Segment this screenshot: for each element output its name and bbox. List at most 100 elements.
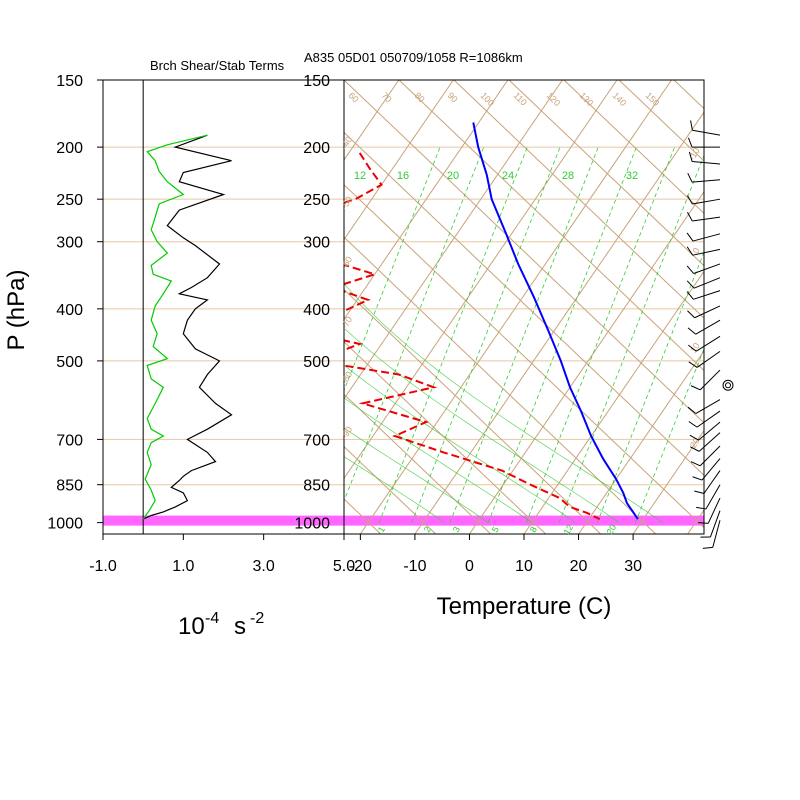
mixing-ratio-label: 24	[502, 170, 514, 182]
dry-adiabat-line	[563, 80, 704, 215]
wind-barb-feather	[698, 522, 709, 524]
pressure-tick-label: 850	[56, 478, 83, 495]
pressure-tick-label: 200	[56, 140, 83, 157]
moist-adiabat-line	[344, 327, 620, 523]
shear-x-unit-label: 10 -4 s -2	[178, 610, 264, 640]
wind-barb	[687, 172, 721, 183]
wind-barb-feather	[688, 151, 693, 162]
dry-adiabat-line	[344, 184, 704, 529]
wind-barb-staff	[696, 350, 721, 368]
wind-barb-feather	[687, 172, 693, 183]
wind-barb-staff	[712, 520, 721, 548]
dry-adiabat-line	[344, 131, 704, 476]
shear-term-line	[142, 134, 208, 520]
pressure-tick-label: 500	[56, 354, 83, 371]
wind-barb	[690, 120, 721, 136]
wind-barb-staff	[698, 421, 721, 441]
shear-x-ticks: -1.0 1.0 3.0 5.0	[89, 534, 355, 575]
pressure-tick-label: 500	[303, 354, 330, 371]
mixing-ratio-label: 20	[447, 170, 459, 182]
x-tick-label: 5.0	[333, 558, 355, 575]
wind-barb	[687, 212, 721, 222]
moist-adiabat-line	[344, 364, 576, 523]
mixing-ratio-label: 32	[626, 170, 638, 182]
x-tick-label: 1.0	[172, 558, 194, 575]
isotherm-line	[359, 80, 672, 534]
mixing-ratio-label: 12	[354, 170, 366, 182]
wind-barb	[690, 445, 721, 467]
shear-stability-panel: 150 200 250 300 400 500 700 850 1000 -1.0 1.0 3.0 5.…	[47, 73, 355, 575]
dry-adiabat-line	[618, 80, 704, 162]
wind-barb	[694, 470, 721, 494]
wind-barb	[686, 263, 721, 275]
wind-barb-feather	[687, 212, 693, 222]
moist-adiabat-line	[344, 283, 663, 523]
isotherm-label: -10	[687, 146, 702, 162]
mixing-ratio-label: 28	[562, 170, 574, 182]
mixing-ratio-label: 20	[605, 523, 619, 537]
mixing-ratio-label: 3	[451, 525, 462, 534]
wind-barb	[692, 458, 721, 481]
station-header: A835 05D01 050709/1058 R=1086km	[304, 50, 523, 65]
wind-barb	[698, 497, 721, 524]
wind-barb-feather	[702, 546, 713, 549]
wind-barb	[700, 510, 721, 538]
x-tick-label: 20	[570, 558, 588, 575]
wind-barb	[690, 432, 721, 452]
wind-barb-feather	[690, 446, 700, 452]
isotherm-line	[578, 350, 704, 534]
moist-adiabat-line	[344, 397, 532, 523]
wind-barb-feather	[696, 506, 707, 510]
wind-barb-feather	[686, 232, 694, 242]
dry-adiabat-line	[344, 445, 437, 534]
isotherm-lines	[344, 80, 704, 534]
mixing-ratio-label: 2	[422, 525, 433, 534]
right-pressure-ticks: 150 200 250 300 400 500 700 850 1000	[294, 73, 330, 533]
pressure-tick-label: 200	[303, 140, 330, 157]
dewpoint-profile	[344, 152, 601, 520]
wind-barb-staff	[692, 161, 721, 165]
isotherm-label: 0	[691, 246, 702, 255]
isotherm-label: -60	[339, 255, 354, 271]
wind-barb	[690, 369, 721, 391]
left-pressure-ticks: 150 200 250 300 400 500 700 850 1000	[47, 73, 103, 533]
wind-barb-feather	[690, 120, 693, 131]
wind-barb	[687, 305, 721, 319]
dry-adiabat-label: 110	[512, 90, 529, 107]
wind-barb	[688, 151, 721, 165]
wind-barb-feather	[688, 421, 698, 428]
dry-adiabat-line	[508, 80, 704, 267]
isotherm-label: 10	[688, 341, 702, 355]
pressure-tick-label: 850	[303, 478, 330, 495]
temperature-axis-label: Temperature (C)	[437, 593, 612, 620]
isotherm-label: -50	[339, 195, 354, 211]
wind-barb-feather	[687, 406, 697, 414]
wind-barb	[686, 290, 721, 300]
isotherm-line	[632, 429, 704, 534]
wind-barb-staff	[707, 497, 721, 524]
wind-barb-staff	[695, 399, 721, 414]
mixing-ratio-label: 16	[397, 170, 409, 182]
mixing-ratio-bottom-labels: 1 2 3 5 8 12 20	[376, 523, 618, 537]
isotherm-line	[344, 80, 563, 400]
wind-barb-staff	[695, 335, 721, 352]
pressure-tick-label: 700	[303, 432, 330, 449]
pressure-tick-label: 250	[56, 192, 83, 209]
skewt-panel-frame	[343, 79, 705, 535]
x-tick-label: 10	[515, 558, 533, 575]
dry-adiabat-label: 80	[413, 90, 427, 104]
wind-barb	[688, 410, 721, 428]
surface-band-left	[103, 515, 344, 526]
wind-barb-staff	[701, 458, 721, 481]
pressure-tick-label: 1000	[47, 516, 83, 533]
wind-barb-staff	[709, 510, 721, 538]
pressure-tick-label: 300	[56, 235, 83, 252]
mixing-ratio-line	[378, 146, 528, 523]
mixing-ratio-line	[525, 146, 675, 523]
pressure-tick-label: 400	[303, 302, 330, 319]
moist-adiabat-line	[344, 427, 489, 523]
